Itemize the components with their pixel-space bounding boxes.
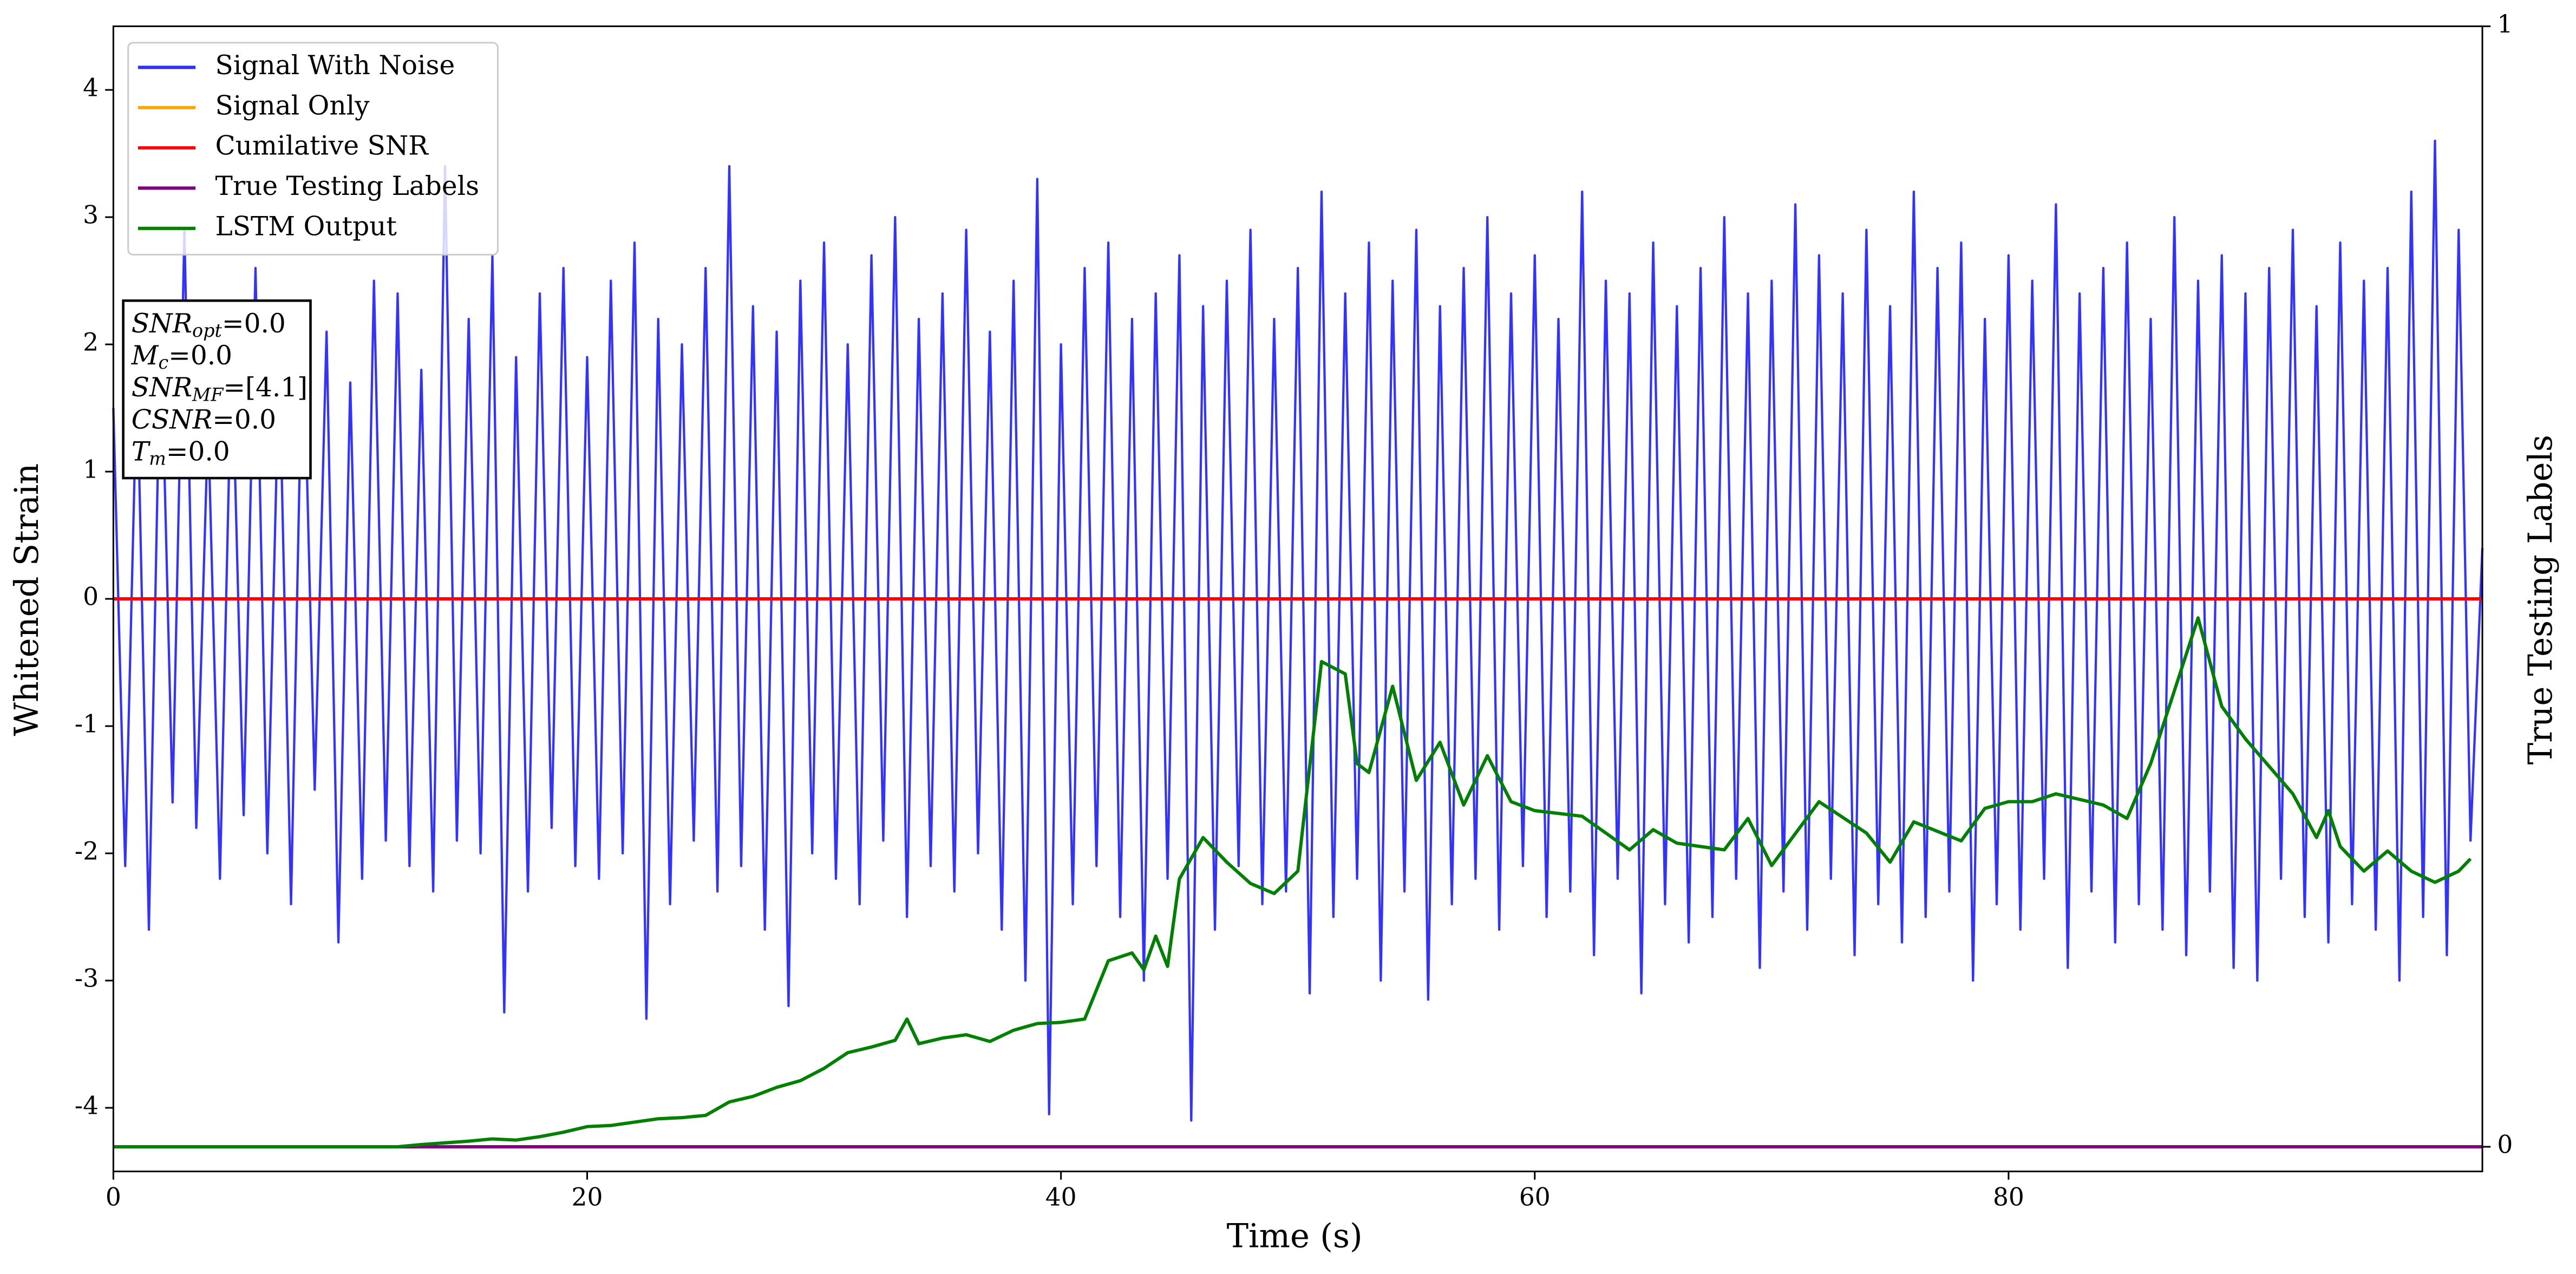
- x-tick-label: 40: [1045, 1183, 1077, 1212]
- x-tick-label: 60: [1519, 1183, 1551, 1212]
- annotation-text: =0.0: [168, 340, 232, 370]
- annotation-name: M: [131, 340, 159, 370]
- x-tick-label: 20: [572, 1183, 603, 1212]
- y-tick-label: 2: [83, 328, 99, 357]
- y2-tick-label: 1: [2497, 10, 2513, 38]
- annotation-line: CSNR=0.0: [132, 404, 276, 435]
- y-tick-label: -1: [75, 710, 99, 739]
- legend-label: LSTM Output: [215, 211, 397, 241]
- y-tick-label: -4: [75, 1092, 99, 1120]
- y-tick-label: 3: [83, 201, 99, 230]
- x-tick-label: 0: [106, 1183, 121, 1212]
- annotation-text: =0.0: [166, 436, 230, 467]
- annotation-line: Mc=0.0: [131, 340, 232, 373]
- x-tick-label: 80: [1993, 1183, 2024, 1212]
- annotation-name: CSNR: [132, 404, 212, 435]
- legend-label: True Testing Labels: [215, 171, 480, 201]
- series-line: [112, 139, 2484, 1122]
- legend-label: Signal Only: [215, 90, 370, 121]
- annotation-sub: opt: [192, 320, 222, 341]
- x-axis-label: Time (s): [1227, 1218, 1363, 1256]
- annotation-box: [122, 299, 312, 480]
- y-axis-label: Whitened Strain: [8, 463, 46, 736]
- annotation-text: =[4.1]: [223, 373, 308, 403]
- legend-label: Cumilative SNR: [215, 131, 429, 161]
- annotation-text: =0.0: [212, 404, 276, 435]
- annotation-text: =0.0: [222, 308, 286, 338]
- legend-label: Signal With Noise: [215, 50, 455, 81]
- annotation-name: SNR: [132, 373, 192, 403]
- plot-area: [112, 139, 2484, 1149]
- y-tick-label: 4: [83, 74, 99, 102]
- y-tick-label: 1: [83, 455, 99, 484]
- annotation-name: T: [132, 436, 151, 467]
- legend-box: [127, 42, 499, 256]
- annotation: SNRopt=0.0Mc=0.0SNRMF=[4.1]CSNR=0.0Tm=0.…: [122, 299, 312, 480]
- y2-tick-label: 0: [2497, 1131, 2513, 1159]
- y-tick-label: 0: [83, 583, 99, 611]
- annotation-line: SNRopt=0.0: [132, 308, 286, 341]
- legend: Signal With Noise Signal Only Cumilative S…: [127, 42, 499, 256]
- annotation-sub: c: [158, 352, 168, 373]
- annotation-name: SNR: [132, 308, 192, 338]
- annotation-sub: MF: [192, 384, 224, 405]
- annotation-line: Tm=0.0: [132, 436, 230, 469]
- y-tick-label: -2: [75, 837, 99, 866]
- y2-axis-label: True Testing Labels: [2522, 435, 2560, 765]
- series-line: [113, 616, 2472, 1149]
- y-tick-label: -3: [75, 964, 99, 993]
- annotation-line: SNRMF=[4.1]: [132, 373, 308, 406]
- annotation-sub: m: [149, 448, 166, 469]
